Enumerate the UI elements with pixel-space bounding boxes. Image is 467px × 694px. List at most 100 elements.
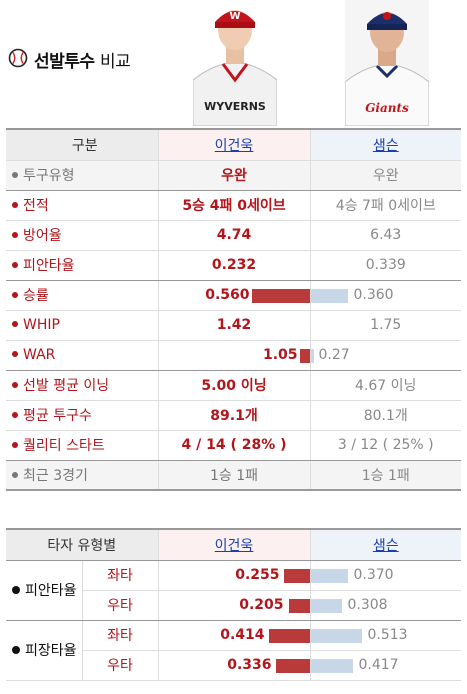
bullet-icon [12, 262, 18, 268]
value-a: 0.255 [235, 566, 280, 583]
row-label: 방어율 [23, 228, 62, 244]
table-row: 우타 0.205 0.308 [6, 590, 461, 621]
value-b: 0.513 [367, 626, 408, 643]
bullet-icon [12, 586, 20, 594]
value-a: 4 / 14 ( 28% ) [158, 430, 311, 461]
header-label: 구분 [6, 128, 159, 161]
value-a: 0.336 [227, 656, 272, 673]
table-row: 우타 0.336 0.417 [6, 650, 461, 681]
row-label: WHIP [23, 317, 60, 333]
value-b: 4.67 이닝 [310, 370, 461, 401]
bar-b [310, 568, 348, 583]
table-row: WHIP 1.42 1.75 [6, 310, 461, 341]
bar-a [268, 628, 310, 643]
bar-a [251, 288, 310, 303]
bar-b [310, 288, 348, 303]
bar-b [310, 598, 342, 613]
row-label: 승률 [23, 288, 49, 304]
value-a: 0.205 [239, 596, 284, 613]
table-row: WAR 1.05 0.27 [6, 340, 461, 371]
value-a: 0.560 [205, 286, 250, 303]
group-label: 피장타율 [25, 643, 77, 659]
table-row: 퀄리티 스타트 4 / 14 ( 28% ) 3 / 12 ( 25% ) [6, 430, 461, 461]
value-b: 80.1개 [310, 400, 461, 431]
bullet-icon [12, 172, 18, 178]
header-label: 타자 유형별 [6, 528, 159, 561]
cap-letter: W [229, 11, 240, 22]
value-b: 우완 [310, 160, 461, 191]
value-b: 1승 1패 [310, 460, 461, 491]
table-row: 선발 평균 이닝 5.00 이닝 4.67 이닝 [6, 370, 461, 401]
bar-a [283, 568, 310, 583]
value-a: 1승 1패 [158, 460, 311, 491]
batter-type-table: 타자 유형별 이건욱 샘슨 피안타율 좌타 0.255 0.370 우타 0.2… [6, 528, 461, 681]
bullet-icon [12, 646, 20, 654]
value-b: 4승 7패 0세이브 [310, 190, 461, 221]
value-b: 0.339 [310, 250, 461, 281]
value-b: 0.417 [358, 656, 399, 673]
player-a-link[interactable]: 이건욱 [214, 537, 254, 554]
bullet-icon [12, 232, 18, 238]
row-label: 전적 [23, 198, 49, 214]
table-row: 승률 0.560 0.360 [6, 280, 461, 311]
value-b: 0.27 [318, 346, 350, 363]
player-a-link[interactable]: 이건욱 [214, 137, 254, 154]
value-b: 0.308 [347, 596, 388, 613]
table-header-row: 타자 유형별 이건욱 샘슨 [6, 528, 461, 561]
value-b: 1.75 [310, 310, 461, 341]
row-label: 투구유형 [23, 168, 75, 184]
value-a: 1.42 [158, 310, 311, 341]
table-row: 피안타율 좌타 0.255 0.370 [6, 560, 461, 621]
value-a: 4.74 [158, 220, 311, 251]
bullet-icon [12, 412, 18, 418]
value-a: 5승 4패 0세이브 [158, 190, 311, 221]
player-b-link[interactable]: 샘슨 [372, 537, 399, 554]
value-a: 0.414 [220, 626, 265, 643]
value-b: 0.360 [353, 286, 394, 303]
row-label: WAR [23, 347, 56, 363]
bar-b [310, 628, 362, 643]
bullet-icon [12, 442, 18, 448]
bullet-icon [12, 202, 18, 208]
table-row: 평균 투구수 89.1개 80.1개 [6, 400, 461, 431]
player-b-link[interactable]: 샘슨 [372, 137, 399, 154]
baseball-icon [8, 48, 28, 68]
pitcher-comparison-table: 구분 이건욱 샘슨 투구유형 우완 우완 전적 5승 4패 0세이브 4승 7패… [6, 128, 461, 491]
table-row: 피안타율 0.232 0.339 [6, 250, 461, 281]
table-row: 투구유형 우완 우완 [6, 160, 461, 191]
bar-a [275, 658, 310, 673]
row-label: 선발 평균 이닝 [23, 378, 110, 394]
sub-label: 우타 [82, 650, 159, 681]
player-photo-b: Giants [345, 0, 429, 126]
bar-b [310, 658, 353, 673]
value-b: 0.370 [353, 566, 394, 583]
table-row: 최근 3경기 1승 1패 1승 1패 [6, 460, 461, 491]
comparison-header: 선발투수 비교 W WYVERNS Giants [0, 0, 467, 126]
player-photo-a: W WYVERNS [193, 0, 277, 126]
value-a: 0.232 [158, 250, 311, 281]
bullet-icon [12, 292, 18, 298]
value-b: 3 / 12 ( 25% ) [310, 430, 461, 461]
table-row: 전적 5승 4패 0세이브 4승 7패 0세이브 [6, 190, 461, 221]
value-b: 6.43 [310, 220, 461, 251]
sub-label: 우타 [82, 590, 159, 621]
group-label: 피안타율 [25, 583, 77, 599]
bullet-icon [12, 321, 18, 327]
jersey-text: Giants [365, 101, 409, 115]
row-label: 평균 투구수 [23, 408, 92, 424]
bullet-icon [12, 382, 18, 388]
table-row: 피장타율 좌타 0.414 0.513 [6, 620, 461, 681]
value-a: 89.1개 [158, 400, 311, 431]
table-row: 방어율 4.74 6.43 [6, 220, 461, 251]
jersey-text: WYVERNS [204, 100, 266, 113]
bar-a [288, 598, 310, 613]
sub-label: 좌타 [82, 620, 159, 651]
page-title: 선발투수 비교 [34, 52, 131, 72]
row-label: 피안타율 [23, 258, 75, 274]
bar-b [310, 348, 314, 363]
row-label: 최근 3경기 [23, 467, 88, 484]
value-a: 1.05 [262, 346, 298, 363]
bullet-icon [12, 471, 18, 478]
bullet-icon [12, 351, 18, 357]
value-a: 우완 [158, 160, 311, 191]
